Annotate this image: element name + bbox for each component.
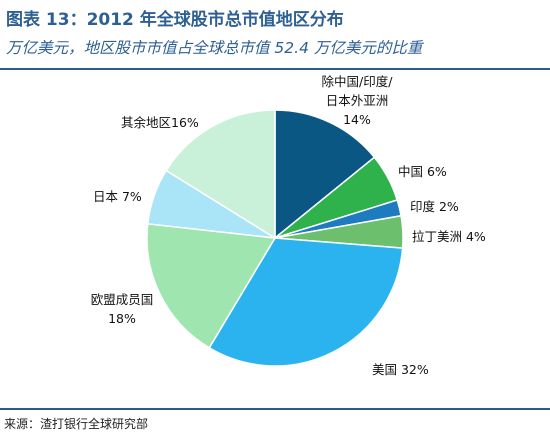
source-note: 来源：渣打银行全球研究部 <box>4 417 149 431</box>
slice-label-5: 欧盟成员国 18% <box>91 292 154 326</box>
slice-label-line: 日本外亚洲 <box>326 93 389 108</box>
chart-subtitle: 万亿美元，地区股市市值占全球总市值 52.4 万亿美元的比重 <box>6 39 423 57</box>
slice-label-1: 中国 6% <box>398 164 447 179</box>
pie-slice-4 <box>208 237 404 367</box>
pie-slice-0 <box>274 109 376 240</box>
slice-label-7: 其余地区16% <box>121 115 199 130</box>
slice-label-line: 拉丁美洲 4% <box>412 229 486 244</box>
slice-label-3: 拉丁美洲 4% <box>412 229 486 244</box>
top-divider <box>0 68 550 70</box>
slice-label-line: 14% <box>343 112 371 127</box>
slice-label-line: 欧盟成员国 <box>91 292 154 307</box>
bottom-divider <box>0 408 550 410</box>
slice-label-line: 除中国/印度/ <box>322 74 394 89</box>
slice-label-2: 印度 2% <box>410 199 459 214</box>
slice-label-6: 日本 7% <box>93 189 142 204</box>
slice-label-4: 美国 32% <box>372 362 429 377</box>
slice-label-line: 印度 2% <box>410 199 459 214</box>
slice-label-0: 除中国/印度/日本外亚洲 14% <box>322 74 394 127</box>
slice-label-line: 其余地区16% <box>121 115 199 130</box>
pie-slice-5 <box>146 222 277 349</box>
slice-label-line: 18% <box>108 311 136 326</box>
slice-label-line: 中国 6% <box>398 164 447 179</box>
slice-label-line: 美国 32% <box>372 362 429 377</box>
slice-label-line: 日本 7% <box>93 189 142 204</box>
chart-title: 图表 13：2012 年全球股市总市值地区分布 <box>6 10 344 30</box>
pie-slice-7 <box>165 109 276 240</box>
